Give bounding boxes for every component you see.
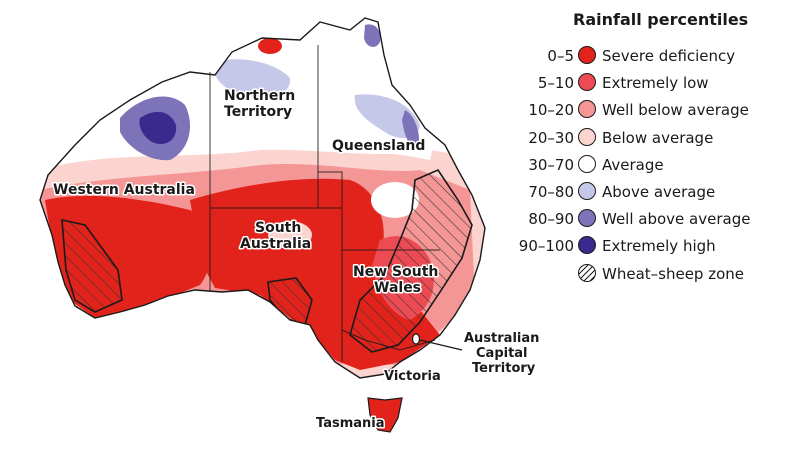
legend-title: Rainfall percentiles	[573, 10, 749, 29]
legend-range: 5–10	[537, 74, 574, 93]
legend-range: 20–30	[528, 128, 574, 147]
extremely-low-zone-nt	[258, 38, 282, 54]
legend-range: 10–20	[528, 101, 574, 120]
legend-item: 20–30 Below average	[500, 127, 800, 150]
average-zone-sa	[268, 221, 312, 249]
above-average-zone-nt	[214, 59, 291, 98]
label-act-line2: Capital	[476, 346, 528, 361]
color-swatch	[578, 46, 596, 64]
legend-item: 30–70 Average	[500, 154, 800, 177]
rainfall-fill	[40, 24, 485, 378]
legend-label: Below average	[602, 128, 714, 147]
act-marker	[411, 333, 421, 345]
legend-item: 70–80 Above average	[500, 182, 800, 204]
legend-range: 30–70	[528, 155, 574, 174]
legend-item: 80–90 Well above average	[500, 209, 800, 231]
legend-item: 10–20 Well below average	[500, 100, 800, 122]
label-tasmania: Tasmania	[316, 416, 385, 431]
legend-label: Average	[602, 155, 664, 174]
color-swatch	[578, 154, 596, 173]
color-swatch	[578, 182, 596, 200]
color-swatch	[578, 209, 596, 228]
legend-label: Wheat–sheep zone	[602, 264, 744, 283]
legend-item: Wheat–sheep zone	[500, 263, 800, 286]
label-victoria: Victoria	[384, 369, 441, 384]
average-zone-qld	[371, 182, 419, 218]
legend-label: Well above average	[602, 210, 751, 229]
label-south-australia-line1: South	[255, 220, 301, 236]
well-above-average-zone-qld-coast	[402, 110, 420, 150]
legend-range: 70–80	[528, 183, 574, 201]
legend-item: 0–5 Severe deficiency	[500, 46, 800, 68]
legend-label: Well below average	[602, 101, 749, 120]
label-act-line3: Territory	[472, 361, 536, 376]
color-swatch	[578, 100, 596, 119]
state-borders	[209, 45, 440, 362]
wheat-sheep-zone-sw	[61, 218, 123, 313]
legend-label: Severe deficiency	[602, 47, 736, 65]
wheat-sheep-zone-east	[349, 168, 473, 353]
well-above-average-zone-qld	[364, 24, 381, 47]
label-queensland: Queensland	[332, 138, 425, 154]
color-swatch	[578, 73, 596, 92]
label-nsw-line2: Wales	[374, 280, 421, 296]
label-south-australia-line2: Australia	[240, 236, 311, 252]
extremely-high-zone-wa	[139, 111, 177, 145]
tasmania-island	[367, 397, 403, 433]
legend-label: Extremely low	[602, 74, 709, 93]
legend-range: 80–90	[528, 210, 574, 229]
color-swatch	[578, 236, 596, 255]
coastline	[39, 17, 486, 379]
label-northern-territory-line1: Northern	[224, 88, 295, 104]
label-act-line1: Australian	[464, 331, 539, 346]
label-northern-territory-line2: Territory	[224, 104, 292, 120]
legend-item: 5–10 Extremely low	[500, 73, 800, 95]
hatch-swatch	[578, 263, 596, 282]
act-leader-line	[419, 339, 463, 351]
label-western-australia: Western Australia	[53, 182, 195, 198]
legend-range: 0–5	[547, 47, 574, 65]
legend-range: 90–100	[518, 237, 574, 256]
label-nsw-line1: New South	[353, 264, 438, 280]
color-swatch	[578, 127, 596, 146]
legend-label: Above average	[602, 183, 716, 201]
legend-item: 90–100 Extremely high	[500, 236, 800, 258]
legend-label: Extremely high	[602, 237, 716, 256]
